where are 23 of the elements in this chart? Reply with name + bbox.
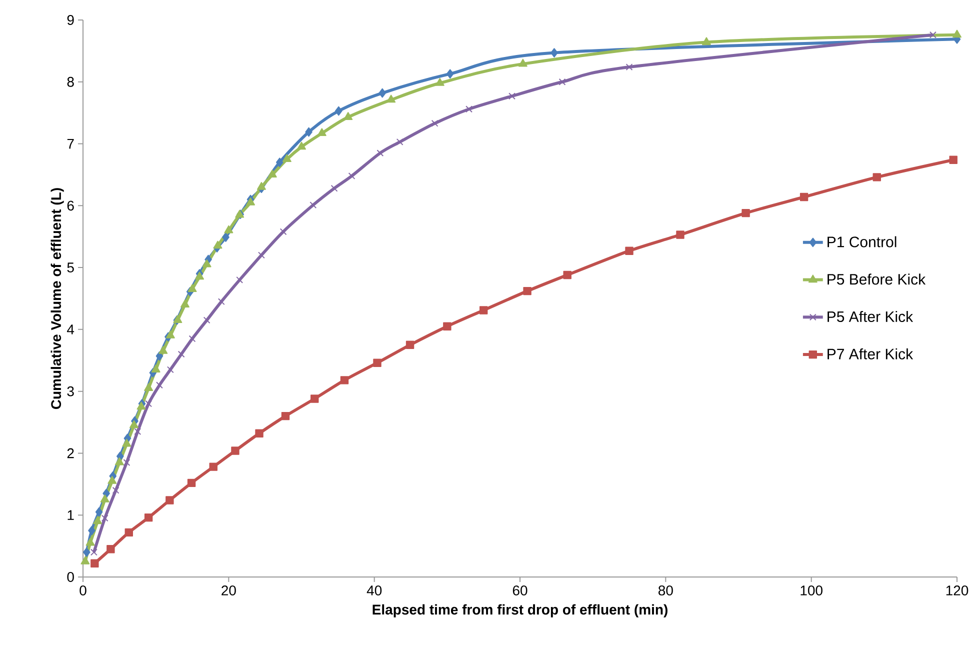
- y-tick-label: 6: [67, 200, 74, 211]
- y-tick-label: 4: [67, 324, 74, 334]
- x-tick-label: 0: [80, 586, 86, 596]
- y-tick-label: 8: [67, 76, 74, 87]
- y-tick-label: 0: [67, 572, 74, 582]
- legend-label: P5 Before Kick: [828, 274, 926, 285]
- legend-label: P1 Control: [828, 236, 896, 248]
- legend-label: P7 After Kick: [828, 348, 914, 360]
- x-tick-label: 60: [512, 586, 528, 596]
- y-tick-label: 1: [68, 510, 74, 520]
- x-tick-label: 80: [658, 586, 673, 596]
- y-tick-label: 9: [67, 15, 74, 25]
- y-axis-title: Cumulative Volume of effluent (L): [50, 188, 64, 410]
- y-tick-label: 2: [67, 448, 74, 458]
- x-tick-label: 40: [366, 586, 382, 596]
- x-tick-label: 120: [946, 586, 968, 596]
- x-tick-label: 20: [222, 586, 236, 596]
- y-tick-label: 3: [67, 386, 74, 396]
- y-tick-label: 7: [67, 138, 74, 149]
- legend-label: P5 After Kick: [828, 310, 914, 322]
- x-tick-label: 100: [800, 586, 822, 596]
- x-axis-title: Elapsed time from first drop of effluent (min): [372, 604, 668, 618]
- y-tick-label: 5: [67, 262, 74, 272]
